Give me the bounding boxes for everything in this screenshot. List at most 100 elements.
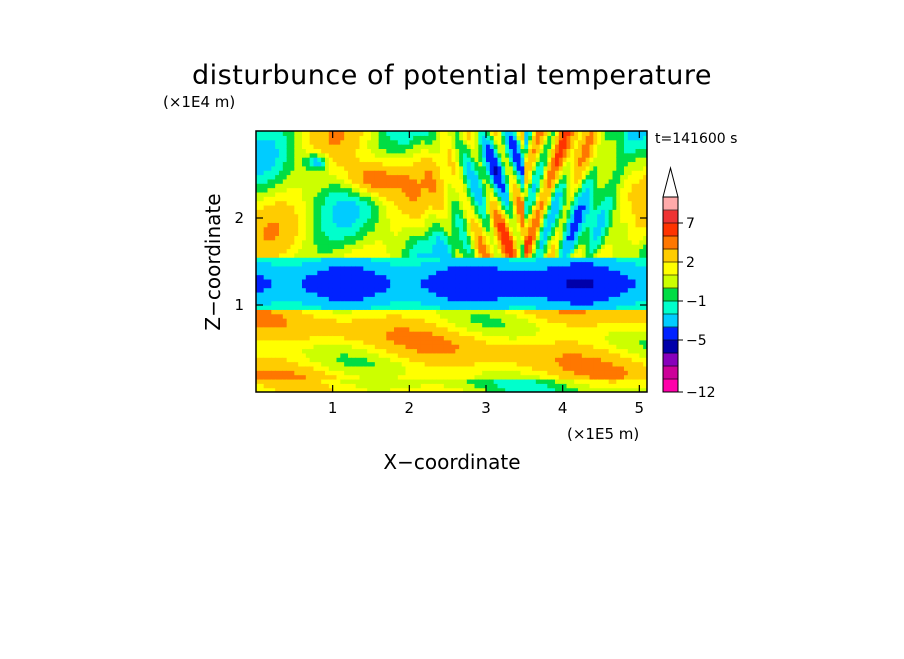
heatmap-cell bbox=[317, 131, 322, 136]
heatmap-cell bbox=[459, 183, 464, 189]
heatmap-cell bbox=[305, 313, 311, 319]
heatmap-cell bbox=[539, 326, 545, 332]
heatmap-cell bbox=[466, 309, 472, 315]
heatmap-cell bbox=[275, 218, 280, 223]
heatmap-cell bbox=[386, 213, 391, 219]
heatmap-cell bbox=[478, 378, 483, 384]
heatmap-cell bbox=[539, 318, 545, 323]
heatmap-cell bbox=[282, 235, 288, 241]
heatmap-cell bbox=[566, 309, 571, 315]
heatmap-cell bbox=[489, 170, 495, 176]
heatmap-cell bbox=[325, 331, 330, 337]
heatmap-cell bbox=[551, 374, 556, 380]
heatmap-cell bbox=[459, 261, 464, 267]
heatmap-cell bbox=[428, 209, 433, 215]
heatmap-cell bbox=[474, 213, 479, 219]
heatmap-cell bbox=[344, 313, 349, 319]
heatmap-cell bbox=[497, 348, 502, 354]
heatmap-cell bbox=[378, 331, 384, 337]
heatmap-cell bbox=[505, 352, 510, 358]
heatmap-cell bbox=[309, 322, 315, 328]
heatmap-cell bbox=[455, 218, 460, 223]
heatmap-cell bbox=[451, 209, 456, 215]
heatmap-cell bbox=[340, 370, 345, 376]
heatmap-cell bbox=[263, 374, 269, 380]
heatmap-cell bbox=[359, 165, 364, 171]
heatmap-cell bbox=[509, 283, 514, 289]
heatmap-cell bbox=[470, 200, 476, 206]
heatmap-cell bbox=[447, 265, 453, 271]
heatmap-cell bbox=[282, 383, 288, 389]
heatmap-cell bbox=[367, 161, 372, 167]
heatmap-cell bbox=[466, 248, 472, 254]
heatmap-cell bbox=[447, 370, 453, 376]
heatmap-cell bbox=[290, 283, 295, 289]
heatmap-cell bbox=[417, 339, 422, 345]
heatmap-cell bbox=[298, 274, 303, 280]
heatmap-cell bbox=[390, 339, 395, 345]
heatmap-cell bbox=[394, 161, 399, 167]
heatmap-cell bbox=[424, 352, 430, 358]
heatmap-cell bbox=[309, 170, 315, 176]
heatmap-cell bbox=[328, 248, 334, 254]
heatmap-cell bbox=[551, 191, 556, 197]
heatmap-cell bbox=[478, 191, 483, 197]
heatmap-cell bbox=[451, 213, 456, 219]
heatmap-cell bbox=[332, 270, 338, 276]
heatmap-cell bbox=[455, 261, 460, 267]
heatmap-cell bbox=[413, 361, 418, 367]
heatmap-cell bbox=[355, 191, 361, 197]
heatmap-cell bbox=[428, 318, 433, 323]
heatmap-cell bbox=[547, 139, 552, 145]
heatmap-cell bbox=[543, 187, 548, 193]
heatmap-cell bbox=[378, 283, 384, 289]
heatmap-cell bbox=[282, 357, 288, 363]
heatmap-cell bbox=[443, 165, 449, 171]
heatmap-cell bbox=[466, 283, 472, 289]
heatmap-cell bbox=[328, 226, 334, 232]
heatmap-cell bbox=[443, 218, 449, 223]
heatmap-cell bbox=[420, 287, 426, 293]
heatmap-cell bbox=[259, 200, 265, 206]
heatmap-cell bbox=[298, 196, 303, 202]
heatmap-cell bbox=[562, 213, 568, 219]
heatmap-cell bbox=[440, 257, 445, 263]
heatmap-cell bbox=[463, 261, 468, 267]
heatmap-cell bbox=[562, 370, 568, 376]
heatmap-cell bbox=[528, 152, 533, 158]
heatmap-cell bbox=[267, 300, 272, 306]
heatmap-cell bbox=[520, 374, 525, 380]
heatmap-cell bbox=[451, 374, 456, 380]
heatmap-cell bbox=[539, 235, 545, 241]
heatmap-cell bbox=[516, 139, 522, 145]
heatmap-cell bbox=[562, 357, 568, 363]
heatmap-cell bbox=[267, 187, 272, 193]
heatmap-cell bbox=[497, 131, 502, 136]
heatmap-cell bbox=[378, 261, 384, 267]
heatmap-cell bbox=[409, 352, 414, 358]
heatmap-cell bbox=[321, 261, 326, 267]
heatmap-cell bbox=[570, 365, 575, 371]
heatmap-cell bbox=[420, 165, 426, 171]
heatmap-cell bbox=[256, 252, 261, 258]
heatmap-cell bbox=[420, 178, 426, 184]
heatmap-cell bbox=[271, 383, 276, 389]
heatmap-cell bbox=[271, 331, 276, 337]
heatmap-cell bbox=[466, 152, 472, 158]
heatmap-cell bbox=[424, 278, 430, 284]
heatmap-cell bbox=[351, 248, 357, 254]
heatmap-cell bbox=[478, 244, 483, 250]
heatmap-cell bbox=[436, 335, 441, 341]
heatmap-cell bbox=[463, 313, 468, 319]
heatmap-cell bbox=[259, 178, 265, 184]
heatmap-cell bbox=[528, 291, 533, 297]
heatmap-cell bbox=[317, 335, 322, 341]
heatmap-cell bbox=[505, 296, 510, 302]
heatmap-cell bbox=[493, 322, 499, 328]
heatmap-cell bbox=[524, 161, 529, 167]
heatmap-cell bbox=[401, 291, 407, 297]
heatmap-cell bbox=[397, 239, 403, 245]
heatmap-cell bbox=[340, 226, 345, 232]
heatmap-cell bbox=[413, 339, 418, 345]
heatmap-cell bbox=[489, 152, 495, 158]
